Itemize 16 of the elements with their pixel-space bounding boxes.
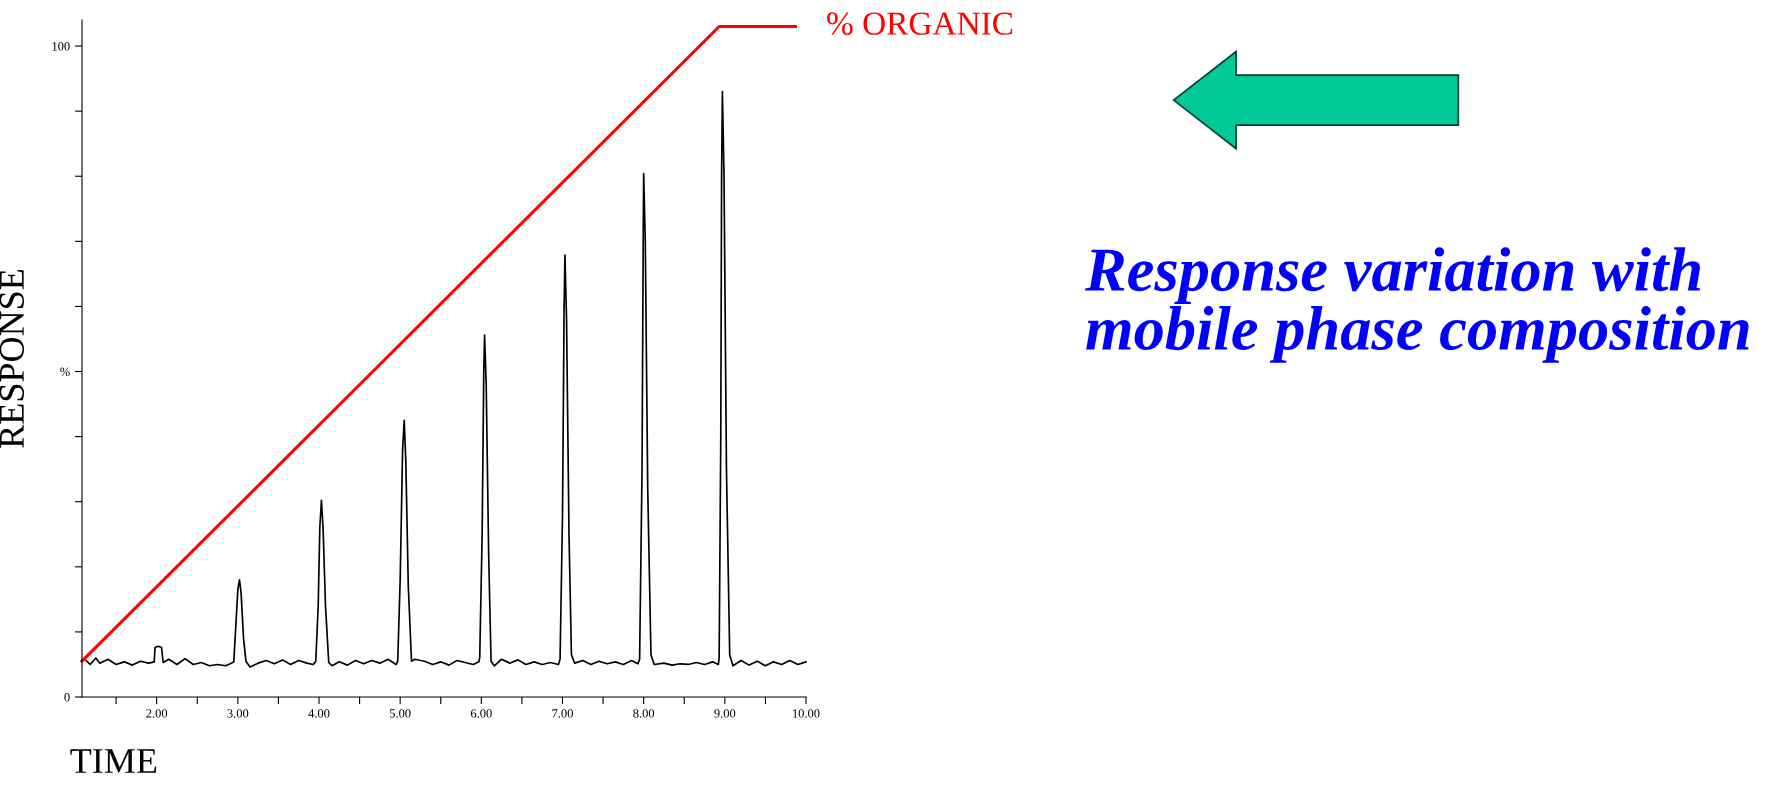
- x-tick-label: 9.00: [714, 709, 736, 718]
- x-tick-label: 5.00: [389, 709, 411, 718]
- series-label: % ORGANIC: [827, 12, 1013, 35]
- x-tick-label: 6.00: [470, 709, 492, 718]
- x-tick-label: 3.00: [227, 709, 249, 718]
- y-tick-label: 100: [52, 42, 70, 51]
- x-tick-label: 8.00: [633, 709, 655, 718]
- y-tick-label: 0: [64, 693, 70, 702]
- text: Response variation with mobile phase composition: [1084, 247, 1749, 363]
- x-tick-label: 7.00: [552, 709, 573, 718]
- x-tick-label: 10.00: [793, 709, 820, 718]
- x-tick-label: 2.00: [146, 709, 168, 718]
- y-tick-label: %: [60, 367, 70, 377]
- y-axis-title: RESPONSE: [0, 269, 24, 448]
- x-tick-label: 4.00: [308, 709, 330, 718]
- x-axis-title: TIME: [70, 749, 157, 773]
